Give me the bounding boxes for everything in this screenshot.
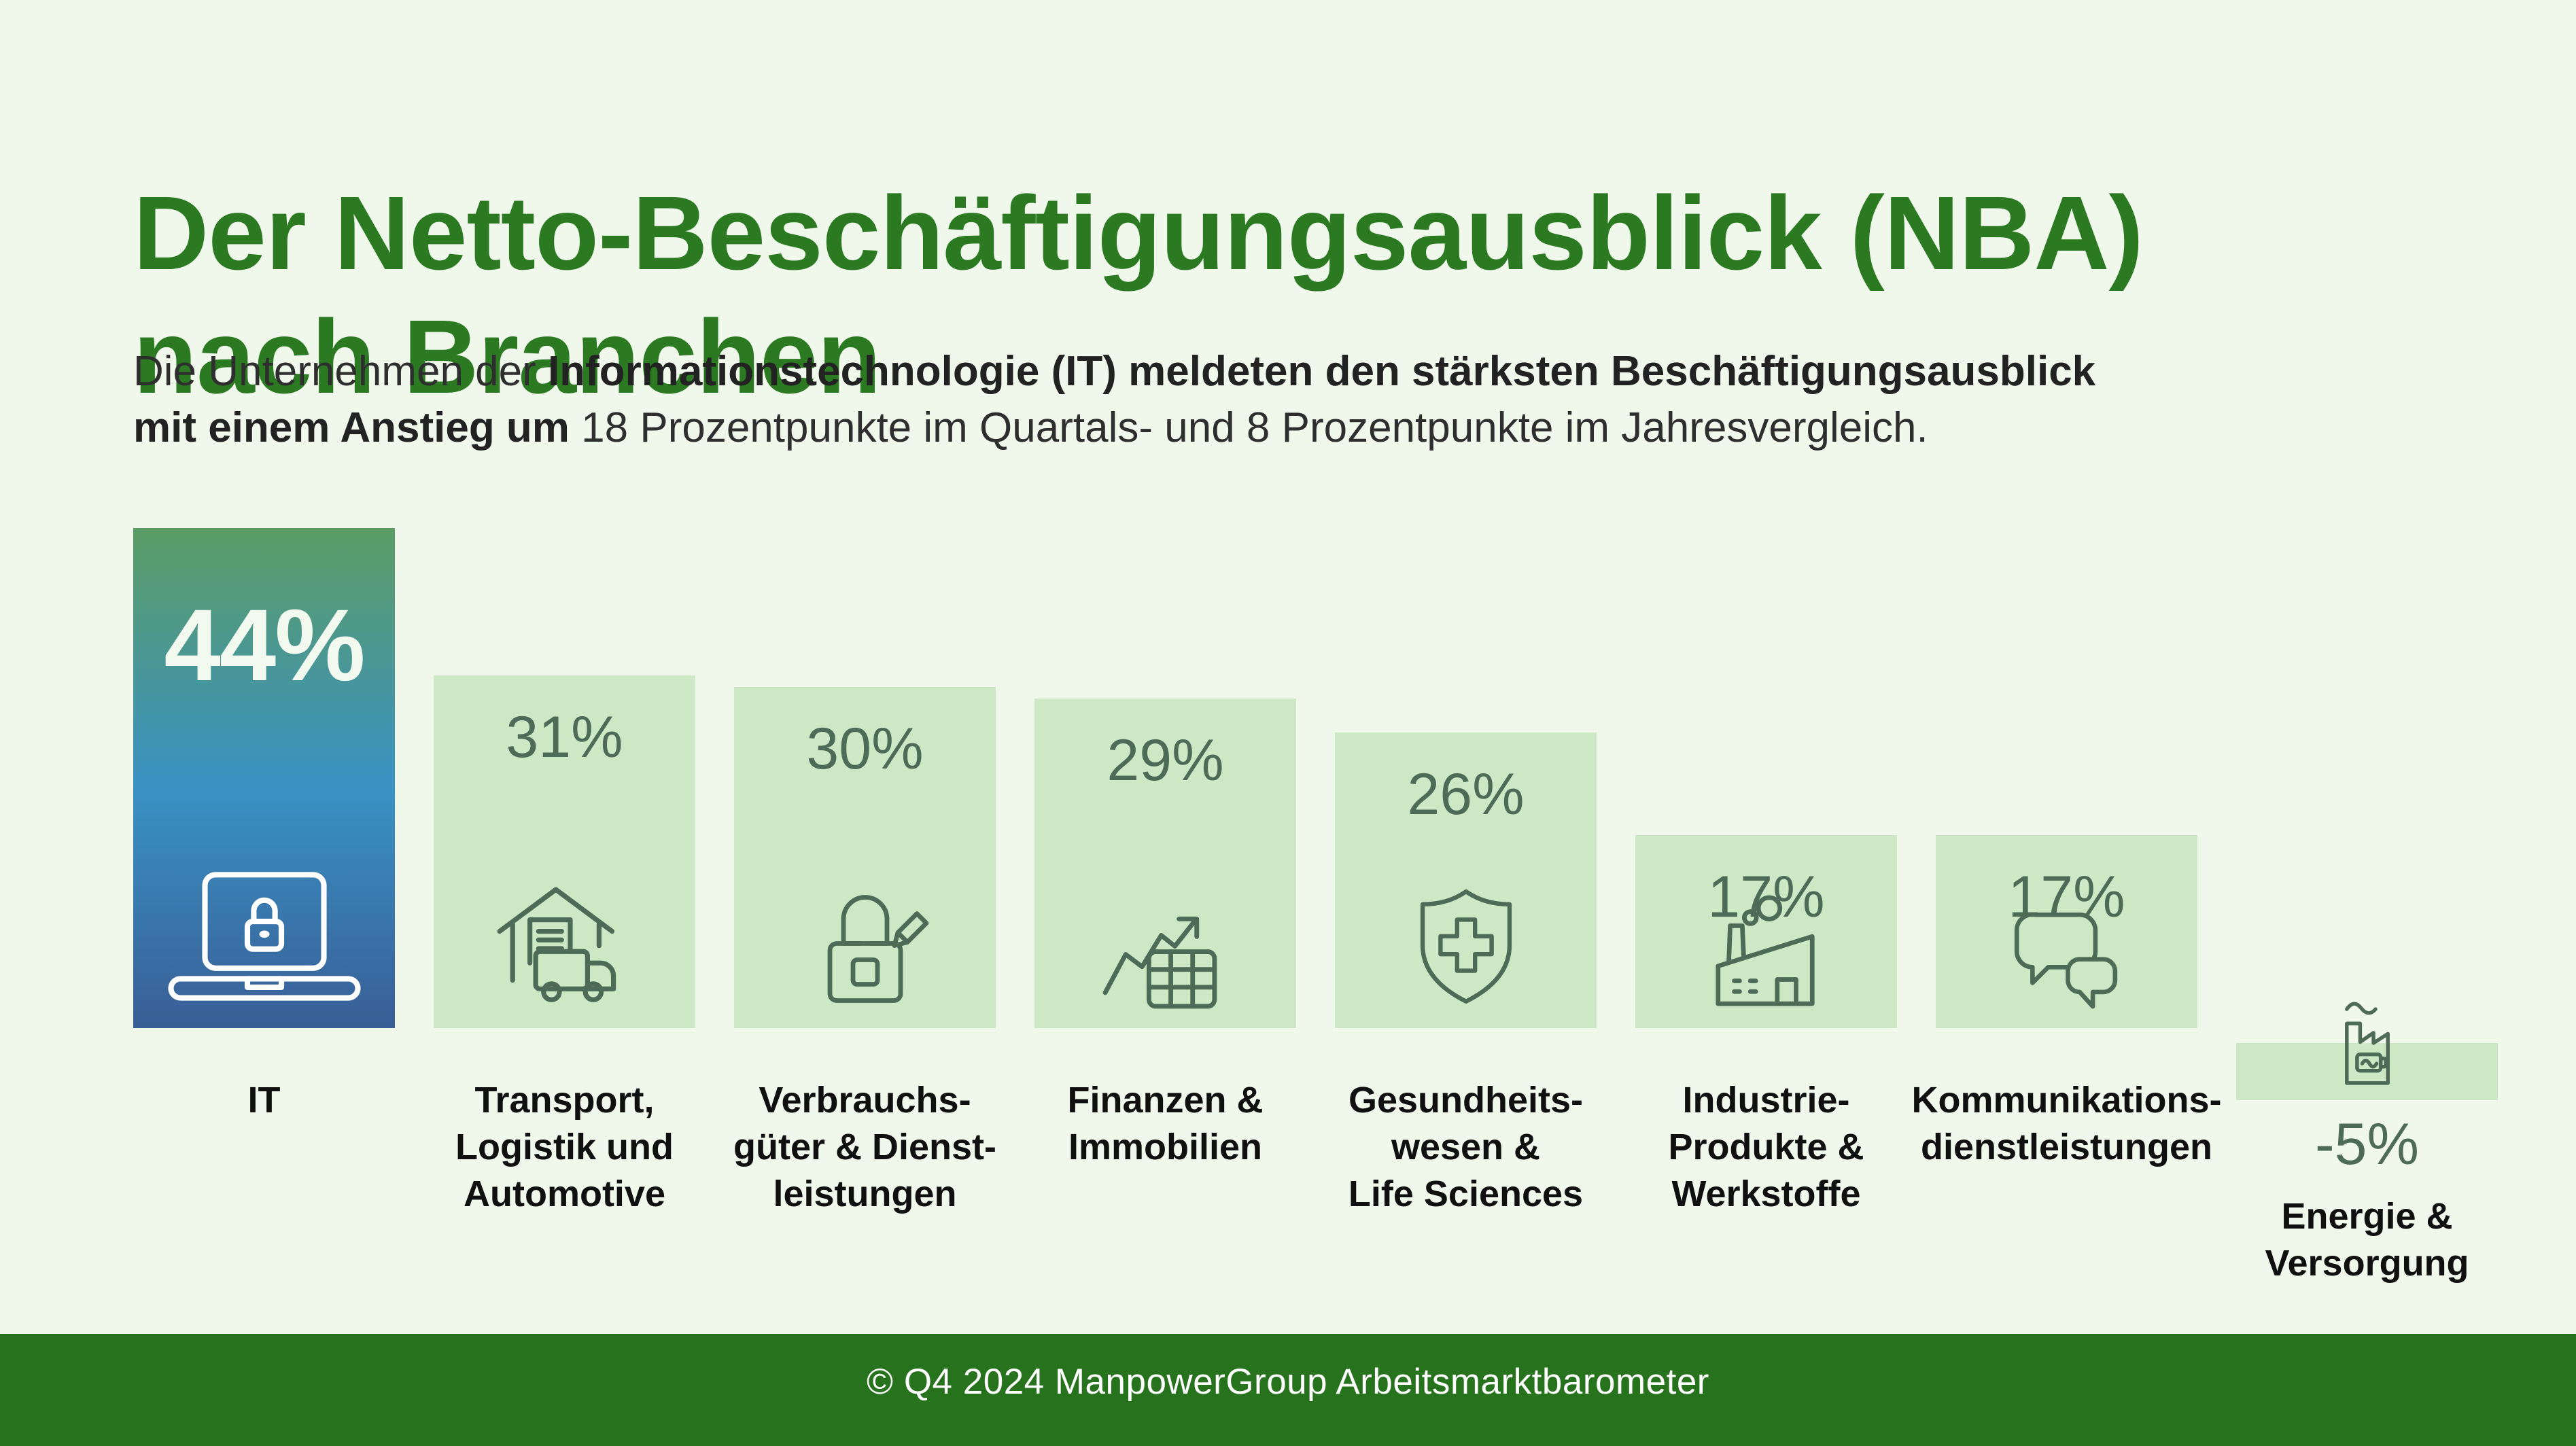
bar-value-energie-versorgung: -5% (2315, 1112, 2419, 1177)
shopping-bag-icon (797, 883, 933, 1009)
bar-value-gesundheitswesen-life-sciences: 26% (1407, 762, 1525, 827)
bar-label-gesundheitswesen-life-sciences: Gesundheits-wesen & Life Sciences (1348, 1080, 1584, 1215)
bar-gesundheitswesen-life-sciences (1335, 733, 1597, 1028)
bar-kommunikationsdienstleistungen (1936, 835, 2197, 1028)
bar-value-it: 44% (164, 588, 365, 702)
title-line-1: Der Netto-Beschäftigungsausblick (NBA) (133, 175, 2144, 292)
factory-icon (1699, 885, 1834, 1009)
bar-value-transport-logistik-automotive: 31% (506, 705, 623, 770)
bar-label-energie-versorgung: Energie & Versorgung (2265, 1196, 2469, 1284)
nba-bar-chart: 44% IT 31% Transport, Logistik und Automoti… (133, 528, 2498, 1284)
growth-chart-icon (1096, 883, 1235, 1009)
warehouse-truck-icon (491, 877, 638, 1009)
footer-bar: © Q4 2024 ManpowerGroup Arbeitsmarktbaro… (0, 1334, 2576, 1446)
subtitle-bold-1: Informationstechnologie (IT) meldeten de… (547, 348, 2096, 395)
bar-industrie-produkte-werkstoffe (1635, 835, 1897, 1028)
subtitle: Die Unternehmen der Informationstechnolo… (133, 343, 2478, 456)
bar-label-industrie-produkte-werkstoffe: Industrie- Produkte & Werkstoffe (1668, 1080, 1864, 1215)
page-title: Der Netto-Beschäftigungsausblick (NBA) na… (133, 172, 2144, 419)
bar-transport-logistik-automotive (434, 675, 695, 1028)
footer-copyright: © Q4 2024 ManpowerGroup Arbeitsmarktbaro… (867, 1362, 1709, 1402)
bar-value-kommunikationsdienstleistungen: 17% (2008, 864, 2125, 930)
bar-value-finanzen-immobilien: 29% (1107, 728, 1224, 793)
subtitle-normal-1: Die Unternehmen der (133, 348, 548, 395)
health-shield-icon (1402, 881, 1530, 1009)
bar-label-verbrauchsgueter-dienstleistungen: Verbrauchs-güter & Dienst-leistungen (733, 1080, 997, 1215)
bar-label-finanzen-immobilien: Finanzen & Immobilien (1067, 1080, 1264, 1168)
subtitle-bold-2: mit einem Anstieg um (133, 404, 582, 452)
bar-value-industrie-produkte-werkstoffe: 17% (1707, 864, 1825, 930)
title-line-2: nach Branchen (133, 298, 882, 415)
bar-label-kommunikationsdienstleistungen: Kommunikations-dienstleistungen (1911, 1080, 2222, 1168)
bar-it (133, 528, 395, 1028)
bar-value-verbrauchsgueter-dienstleistungen: 30% (806, 716, 924, 781)
laptop-lock-icon (162, 868, 366, 1009)
energy-factory-icon (2316, 997, 2419, 1093)
bar-label-transport-logistik-automotive: Transport, Logistik und Automotive (455, 1080, 674, 1215)
subtitle-normal-2: 18 Prozentpunkte im Quartals- und 8 Proz… (581, 404, 1928, 452)
speech-bubbles-icon (2000, 899, 2133, 1009)
bar-label-it: IT (247, 1080, 281, 1121)
